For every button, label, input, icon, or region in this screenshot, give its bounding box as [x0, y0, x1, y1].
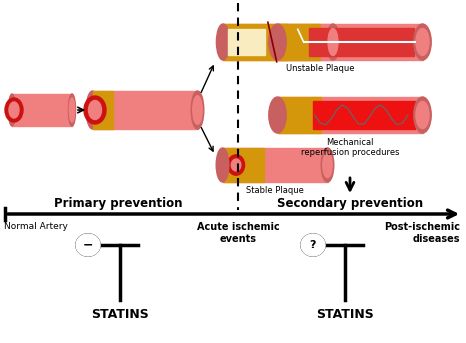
Text: Normal Artery: Normal Artery — [4, 222, 68, 231]
Ellipse shape — [269, 24, 286, 60]
Ellipse shape — [84, 96, 106, 124]
Ellipse shape — [323, 152, 332, 178]
Ellipse shape — [193, 96, 202, 124]
Ellipse shape — [416, 102, 429, 129]
Bar — [309, 28, 414, 56]
Bar — [223, 24, 333, 60]
Ellipse shape — [86, 91, 99, 129]
Text: Acute ischemic
events: Acute ischemic events — [197, 222, 280, 244]
Ellipse shape — [301, 234, 325, 256]
Text: Stable Plaque: Stable Plaque — [246, 186, 304, 195]
Ellipse shape — [69, 98, 75, 122]
Bar — [228, 29, 265, 55]
Ellipse shape — [321, 148, 334, 182]
Ellipse shape — [414, 97, 431, 133]
Text: Post-ischemic
diseases: Post-ischemic diseases — [384, 222, 460, 244]
Ellipse shape — [328, 28, 338, 56]
Bar — [93, 91, 113, 129]
Ellipse shape — [69, 94, 75, 126]
Bar — [277, 24, 423, 60]
Text: ?: ? — [310, 240, 316, 250]
Text: Secondary prevention: Secondary prevention — [277, 197, 423, 210]
Text: STATINS: STATINS — [91, 308, 149, 321]
Ellipse shape — [5, 98, 23, 122]
Ellipse shape — [231, 159, 241, 171]
Text: Unstable Plaque: Unstable Plaque — [286, 64, 355, 73]
Ellipse shape — [9, 102, 19, 118]
Ellipse shape — [269, 97, 286, 133]
Bar — [222, 148, 328, 182]
Ellipse shape — [227, 155, 245, 175]
Bar — [92, 91, 198, 129]
Ellipse shape — [416, 28, 429, 56]
Ellipse shape — [326, 24, 340, 60]
Text: Primary prevention: Primary prevention — [54, 197, 182, 210]
Bar — [313, 101, 414, 129]
Bar — [277, 97, 423, 133]
Bar — [222, 148, 264, 182]
Text: STATINS: STATINS — [316, 308, 374, 321]
Ellipse shape — [414, 24, 431, 60]
Ellipse shape — [216, 148, 229, 182]
Ellipse shape — [216, 24, 230, 60]
Text: Mechanical
reperfusion procedures: Mechanical reperfusion procedures — [301, 138, 399, 157]
Text: −: − — [83, 238, 93, 251]
Ellipse shape — [89, 100, 102, 119]
Ellipse shape — [191, 91, 204, 129]
Bar — [12, 94, 72, 126]
Bar — [223, 24, 287, 60]
Ellipse shape — [76, 234, 100, 256]
Bar — [277, 97, 321, 133]
Bar — [277, 24, 320, 60]
Ellipse shape — [8, 94, 15, 126]
